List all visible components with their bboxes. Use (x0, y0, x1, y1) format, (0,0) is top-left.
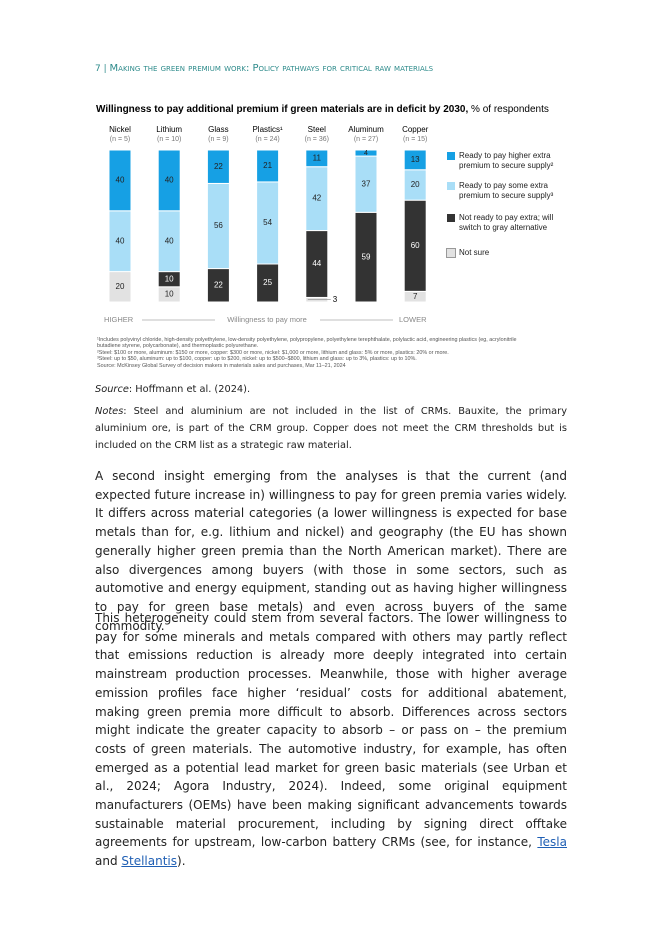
value-label: 20 (411, 180, 420, 189)
category-label: Steel (308, 125, 326, 134)
value-label: 40 (165, 176, 174, 185)
legend-swatch (447, 182, 455, 190)
source: Source: Hoffmann et al. (2024). (95, 381, 567, 398)
page-number: 7 (95, 64, 101, 74)
value-label: 11 (313, 153, 322, 162)
separator: | (103, 64, 107, 74)
bar-segment (403, 149, 427, 171)
category-label: Plastics¹ (252, 125, 283, 134)
sample-size: (n = 27) (354, 136, 378, 143)
bar-segment (305, 149, 329, 168)
paragraph: This heterogeneity could stem from sever… (95, 609, 567, 871)
link[interactable]: Tesla (537, 835, 567, 850)
sample-size: (n = 5) (110, 136, 130, 143)
legend-label: Ready to pay higher extra premium to sec… (459, 151, 554, 170)
paragraph-text: This heterogeneity could stem from sever… (95, 611, 567, 850)
sample-size: (n = 15) (403, 136, 427, 143)
paragraph-text: A second insight emerging from the analy… (95, 469, 567, 633)
category-label: Nickel (109, 125, 131, 134)
paragraph-text: and (95, 854, 122, 869)
value-label: 40 (116, 236, 125, 245)
value-label: 40 (116, 176, 125, 185)
value-label: 4 (364, 150, 368, 157)
paragraph: A second insight emerging from the analy… (95, 467, 567, 635)
value-label: 22 (214, 162, 223, 171)
category-label: Aluminum (348, 125, 384, 134)
chart: Willingness to pay additional premium if… (96, 104, 549, 324)
footnote: ¹Includes polyvinyl chloride, high-densi… (97, 337, 517, 350)
axis-label: LOWER (399, 315, 427, 324)
value-label: 40 (165, 236, 174, 245)
sample-size: (n = 10) (157, 136, 181, 143)
bar-segment (206, 149, 230, 184)
bar-segment (256, 149, 280, 183)
footnotes: ¹Includes polyvinyl chloride, high-densi… (97, 337, 537, 369)
value-label: 13 (411, 155, 420, 164)
value-label: 44 (312, 259, 321, 268)
value-label: 42 (312, 194, 321, 203)
value-label: 7 (413, 292, 418, 301)
value-label: 20 (116, 282, 125, 291)
source-text: : Hoffmann et al. (2024). (128, 384, 251, 395)
sample-size: (n = 24) (255, 136, 279, 143)
value-label: 56 (214, 221, 223, 230)
legend-swatch (447, 152, 455, 160)
legend-label: Ready to pay some extra premium to secur… (459, 181, 554, 200)
footnote: ²Steel: $100 or more, aluminum: $150 or … (97, 349, 449, 356)
source-label: Source (95, 384, 129, 395)
notes: Notes: Steel and aluminium are not inclu… (95, 403, 567, 454)
value-label: 10 (165, 290, 174, 299)
category-label: Copper (402, 125, 429, 134)
legend-entry: Not ready to pay extra; will switch to g… (447, 213, 564, 233)
value-label: 37 (362, 179, 371, 188)
value-label: 54 (263, 218, 272, 227)
bar-segment (157, 149, 181, 212)
chart-title-text: Willingness to pay additional premium if… (96, 104, 468, 115)
legend-entry: Not sure (446, 248, 564, 258)
footnote: Source: McKinsey Global Survey of decisi… (97, 362, 346, 369)
sample-size: (n = 9) (208, 136, 228, 143)
legend-entry: Ready to pay higher extra premium to sec… (447, 151, 564, 171)
legend-swatch (446, 248, 456, 258)
bar-segment (108, 149, 132, 212)
value-label: 10 (165, 274, 174, 283)
axis-label: Willingness to pay more (227, 315, 307, 324)
category-label: Glass (208, 125, 228, 134)
legend-entry: Ready to pay some extra premium to secur… (447, 181, 564, 201)
footnote: ³Steel: up to $50, aluminum: up to $100,… (97, 356, 417, 363)
value-label: 25 (263, 278, 272, 287)
sample-size: (n = 36) (305, 136, 329, 143)
legend-label: Not ready to pay extra; will switch to g… (459, 213, 554, 232)
axis-label: HIGHER (104, 315, 134, 324)
value-label: 60 (411, 241, 420, 250)
header-title: Making the green premium work: Policy pa… (109, 63, 434, 74)
legend-swatch (447, 214, 455, 222)
header: 7 | Making the green premium work: Polic… (95, 63, 433, 74)
legend-label: Not sure (459, 248, 490, 257)
chart-subtitle: % of respondents (471, 104, 549, 115)
bar-segment (354, 149, 378, 157)
value-label: 3 (333, 295, 338, 304)
value-label: 21 (263, 161, 272, 170)
paragraph-text: ). (177, 854, 186, 869)
value-label: 59 (362, 252, 371, 261)
chart-title: Willingness to pay additional premium if… (96, 104, 549, 115)
notes-text: : Steel and aluminium are not included i… (95, 406, 567, 451)
value-label: 22 (214, 280, 223, 289)
notes-label: Notes (95, 406, 124, 417)
link[interactable]: Stellantis (121, 854, 178, 869)
category-label: Lithium (156, 125, 182, 134)
